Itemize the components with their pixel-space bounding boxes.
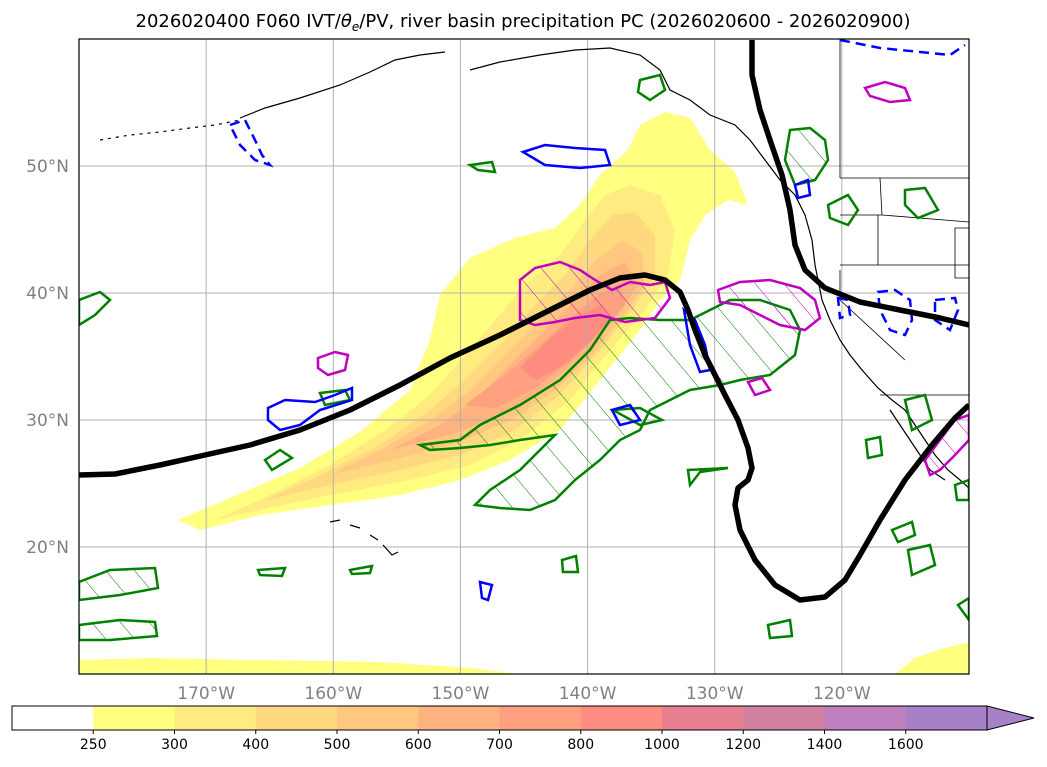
magenta-contour-region [716,278,822,332]
lon-tick-label: 130°W [686,684,744,704]
colorbar-swatch [255,706,338,730]
theta-e-blob [560,554,580,574]
colorbar-swatch [824,706,907,730]
theta-e-blob [256,566,287,578]
colorbar: 250 300 400 500 600 700 800 1000 1200 1400 1600 [11,705,1035,753]
theta-e-blob [906,543,937,577]
lat-tick-label: 50°N [26,157,69,177]
theta-e-blob [466,160,497,174]
colorbar-level-label: 1200 [725,737,761,753]
colorbar-level-label: 1000 [644,737,680,753]
blue-contour-blob [478,580,494,602]
colorbar-swatch [418,706,500,730]
theta-e-blob [953,478,969,502]
colorbar-swatch [93,706,175,730]
hawaii-coastline [329,519,399,556]
theta-e-blob [903,186,940,220]
aleutians-coastline [99,119,241,141]
theta-e-blob [890,520,917,544]
magenta-contour-blob [863,80,912,104]
theta-e-coast-region [783,126,830,187]
colorbar-level-label: 800 [567,737,594,753]
lat-tick-label: 30°N [26,411,69,431]
theta-e-blob [79,618,159,642]
pv-contour-north [749,40,969,328]
chart-title: 2026020400 F060 IVT/θe/PV, river basin p… [136,11,911,34]
theta-e-blob [636,73,667,102]
theta-e-blob [348,564,374,576]
blue-contour-blob [519,143,612,170]
colorbar-swatch [12,706,94,730]
pv-contour [79,272,969,603]
colorbar-level-label: 1600 [888,737,924,753]
colorbar-swatch [174,706,257,730]
theta-e-blob [263,448,295,472]
theta-e-blob [79,290,112,327]
theta-e-blob [864,435,884,460]
colorbar-swatch [743,706,825,730]
colorbar-level-label: 500 [324,737,351,753]
blue-dashed-contour [933,296,960,332]
lon-tick-label: 150°W [432,684,490,704]
ivt-250-south-region [79,658,520,674]
theta-e-blob [686,466,729,489]
colorbar-swatch [580,706,663,730]
lon-tick-label: 140°W [559,684,617,704]
lon-tick-label: 120°W [813,684,871,704]
lat-tick-label: 40°N [26,284,69,304]
theta-e-blob [956,596,969,623]
magenta-contour-blob [316,350,350,377]
blue-dashed-contour [839,39,966,57]
theta-e-blob [826,193,860,227]
blue-contour-blob [266,386,354,432]
colorbar-level-label: 600 [405,737,432,753]
colorbar-swatch [905,706,988,730]
colorbar-level-label: 300 [161,737,188,753]
blue-dashed-contour [836,296,852,320]
blue-contour-blob [610,403,643,427]
latitude-labels: 20°N 30°N 40°N 50°N [26,157,69,558]
colorbar-swatch [662,706,744,730]
blue-dashed-contour [228,118,274,168]
lat-tick-label: 20°N [26,538,69,558]
blue-dashed-contour [876,288,914,337]
colorbar-swatch [337,706,419,730]
ivt-250-southeast-region [895,642,969,674]
lon-tick-label: 170°W [177,684,235,704]
theta-e-blob [766,618,794,640]
colorbar-level-label: 1400 [807,737,843,753]
colorbar-level-label: 250 [80,737,107,753]
theta-e-blob [79,566,160,602]
map-frame [78,38,970,675]
lon-tick-label: 160°W [304,684,362,704]
alaska-coastline [239,47,819,281]
longitude-labels: 170°W 160°W 150°W 140°W 130°W 120°W [177,684,871,704]
magenta-contour-blob [746,376,772,397]
theta-e-blob [903,393,934,432]
map-panel: 20°N 30°N 40°N 50°N 170°W 160°W 150°W 140°W 130… [26,38,970,704]
colorbar-swatch [499,706,582,730]
colorbar-extend-arrow [986,705,1035,731]
blue-contour-blob [793,178,812,200]
colorbar-level-label: 400 [242,737,269,753]
colorbar-level-label: 700 [486,737,513,753]
